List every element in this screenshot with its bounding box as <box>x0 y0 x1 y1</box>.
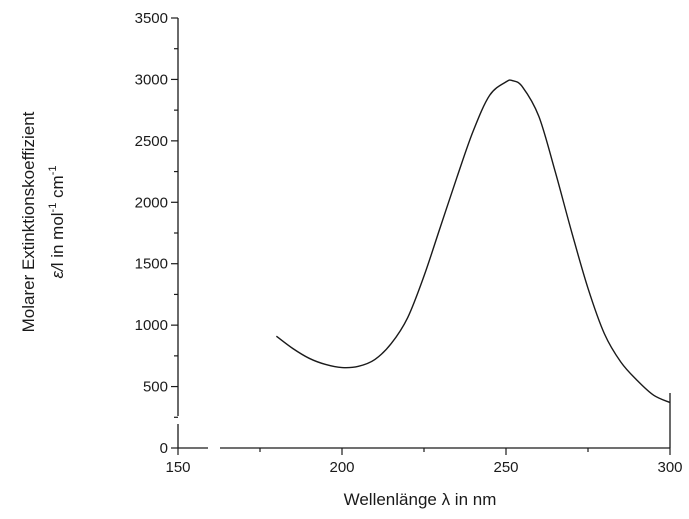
y-tick-label: 1500 <box>135 256 168 273</box>
y-unit-text: l in mol <box>48 212 67 266</box>
y-unit-sup2: -1 <box>47 165 59 175</box>
y-tick-label: 2000 <box>135 194 168 211</box>
y-unit-mid: cm <box>48 175 67 202</box>
x-tick-label: 250 <box>493 459 518 476</box>
x-axis-title: Wellenlänge λ in nm <box>344 490 497 509</box>
tick-labels: 0 500 1000 1500 2000 2500 3000 3500 150 200 250 300 <box>135 10 683 476</box>
y-tick-label: 1000 <box>135 317 168 334</box>
axes <box>177 18 671 449</box>
y-tick-label: 3500 <box>135 10 168 27</box>
y-axis-title-line2: ε/l in mol-1 cm-1 <box>47 165 67 278</box>
epsilon-symbol: ε/ <box>48 264 67 278</box>
y-tick-label: 0 <box>160 440 168 457</box>
y-tick-label: 2500 <box>135 133 168 150</box>
x-tick-label: 150 <box>165 459 190 476</box>
y-unit-sup1: -1 <box>47 203 59 213</box>
x-tick-label: 200 <box>329 459 354 476</box>
series-line <box>275 79 671 404</box>
x-tick-label: 300 <box>657 459 682 476</box>
y-tick-label: 3000 <box>135 71 168 88</box>
y-axis-title-line1: Molarer Extinktionskoeffizient <box>19 111 38 332</box>
y-tick-label: 500 <box>143 379 168 396</box>
ticks <box>171 17 671 455</box>
